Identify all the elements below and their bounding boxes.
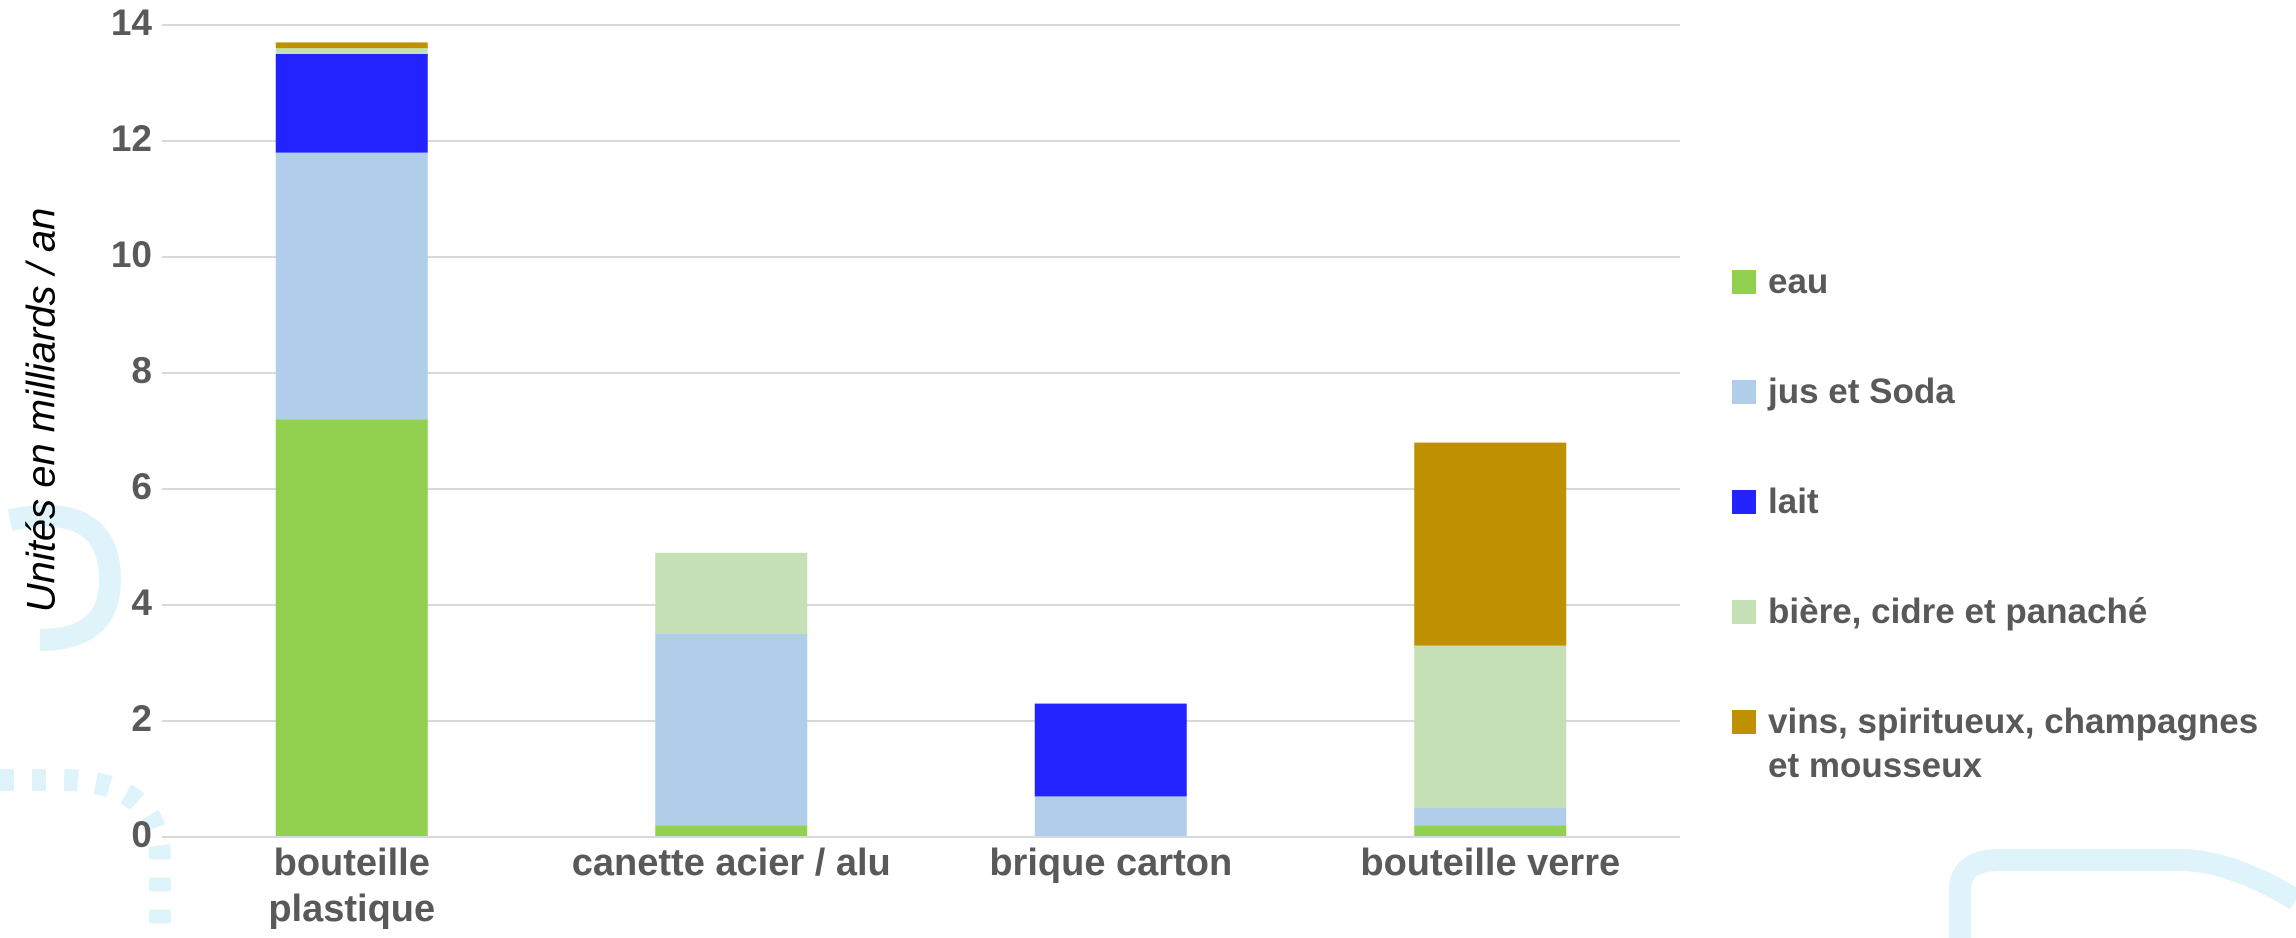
y-tick-label: 14 xyxy=(111,2,153,43)
watermark xyxy=(0,505,2296,938)
bar-segment xyxy=(1034,796,1187,837)
legend-swatch xyxy=(1732,270,1756,294)
legend-label: jus et Soda xyxy=(1768,372,1955,411)
legend-swatch xyxy=(1732,710,1756,734)
legend-item: eau xyxy=(1732,260,2292,304)
y-tick-label: 0 xyxy=(131,814,152,855)
y-tick-label: 4 xyxy=(131,582,152,623)
x-tick-label: canette acier / alu xyxy=(571,842,891,884)
y-tick-label: 6 xyxy=(131,466,152,507)
legend-item: lait xyxy=(1732,480,2292,524)
bar-segment xyxy=(275,48,428,54)
x-tick-label: bouteille plastique xyxy=(268,842,436,930)
y-tick-label: 10 xyxy=(111,234,152,275)
bar-segment xyxy=(655,634,808,826)
bar-segment xyxy=(275,152,428,420)
legend-item: jus et Soda xyxy=(1732,370,2292,414)
y-tick-label: 2 xyxy=(131,698,152,739)
bar-segment xyxy=(1414,808,1567,826)
legend-label: lait xyxy=(1768,482,1819,521)
x-tick-label: brique carton xyxy=(989,842,1233,884)
bar-segment xyxy=(655,825,808,837)
legend-item: vins, spiritueux, champagnes et mousseux xyxy=(1732,700,2292,788)
bar-segment xyxy=(275,419,428,837)
y-tick-label: 8 xyxy=(131,350,152,391)
y-tick-label: 12 xyxy=(111,118,152,159)
bar-segment xyxy=(275,54,428,153)
legend-label: bière, cidre et panaché xyxy=(1768,592,2148,631)
bar-segment xyxy=(655,552,808,634)
legend-swatch xyxy=(1732,380,1756,404)
y-axis-title: Unités en milliards / an xyxy=(20,208,64,613)
x-tick-label: bouteille verre xyxy=(1360,842,1621,884)
legend-swatch xyxy=(1732,490,1756,514)
legend-label: eau xyxy=(1768,262,1829,301)
bar-segment xyxy=(1414,825,1567,837)
legend-swatch xyxy=(1732,600,1756,624)
legend-label: vins, spiritueux, champagnes et mousseux xyxy=(1768,702,2259,785)
legend-item: bière, cidre et panaché xyxy=(1732,590,2292,634)
bar-segment xyxy=(275,42,428,49)
bar-segment xyxy=(1414,645,1567,808)
bar-segment xyxy=(1034,703,1187,797)
bar-segment xyxy=(1414,442,1567,646)
